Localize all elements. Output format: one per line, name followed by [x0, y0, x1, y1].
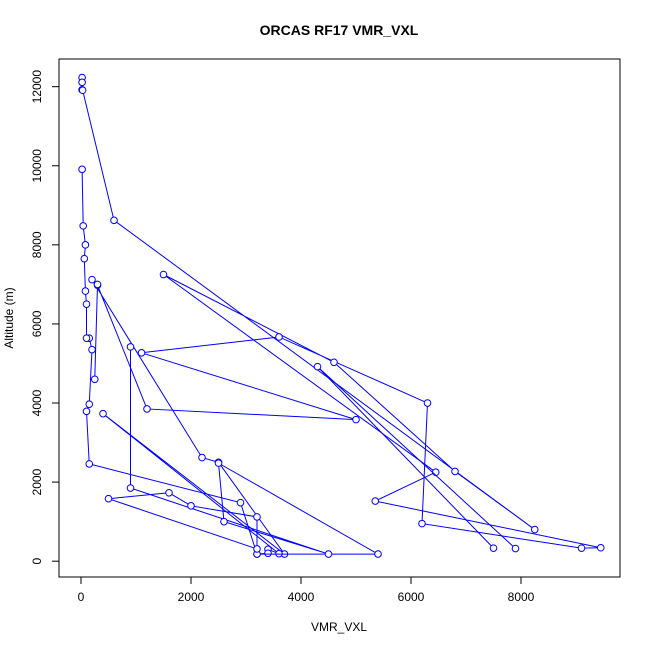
- y-tick-label: 6000: [30, 310, 44, 337]
- data-point: [418, 519, 426, 528]
- data-point: [253, 545, 261, 553]
- data-point: [81, 287, 90, 295]
- data-point: [214, 459, 223, 467]
- y-axis: 0 2000 4000 6000 8000 10000 12000: [30, 70, 60, 565]
- data-point: [82, 407, 91, 416]
- series-line: [317, 366, 516, 549]
- x-tick-label: 6000: [398, 590, 425, 604]
- data-point: [324, 550, 333, 558]
- series-line: [94, 284, 98, 380]
- data-point: [577, 544, 586, 552]
- data-point: [187, 502, 195, 510]
- y-tick-label: 8000: [30, 231, 44, 258]
- series-1: [78, 73, 605, 558]
- x-axis: 0 2000 4000 6000 8000: [78, 576, 535, 604]
- data-point: [79, 222, 87, 230]
- data-point: [596, 543, 605, 552]
- data-point: [90, 375, 99, 384]
- data-point: [220, 517, 228, 526]
- data-point: [165, 488, 173, 497]
- data-point: [110, 216, 118, 225]
- data-point: [88, 275, 96, 284]
- data-point: [78, 165, 86, 174]
- series-3: [313, 362, 520, 553]
- data-point: [330, 358, 338, 367]
- series-line: [108, 346, 380, 555]
- y-tick-label: 2000: [30, 468, 44, 495]
- x-tick-label: 2000: [178, 590, 205, 604]
- data-point: [313, 362, 322, 371]
- data-point: [78, 78, 86, 87]
- y-tick-label: 12000: [30, 70, 44, 104]
- data-point: [431, 468, 440, 477]
- series-2: [104, 343, 382, 558]
- data-point: [137, 348, 146, 357]
- series-layer: [78, 73, 605, 558]
- y-axis-label: Altitude (m): [2, 287, 16, 348]
- data-point: [99, 409, 107, 418]
- data-point: [275, 333, 283, 341]
- x-axis-label: VMR_VXL: [311, 620, 367, 634]
- x-tick-label: 4000: [288, 590, 315, 604]
- data-point: [126, 343, 135, 351]
- data-point: [511, 544, 520, 553]
- data-point: [81, 241, 90, 249]
- data-point: [143, 405, 151, 413]
- data-point: [236, 498, 245, 507]
- y-tick-label: 0: [30, 558, 44, 565]
- plot-frame: [58, 58, 621, 578]
- series-line: [81, 77, 601, 555]
- data-point: [530, 525, 539, 534]
- data-point: [104, 494, 113, 503]
- data-point: [198, 453, 206, 462]
- data-point: [159, 270, 168, 279]
- data-point: [80, 254, 89, 263]
- data-point: [82, 334, 91, 342]
- data-point: [423, 399, 432, 407]
- series-4: [90, 280, 102, 384]
- data-point: [489, 544, 498, 552]
- chart-title: ORCAS RF17 VMR_VXL: [260, 22, 419, 38]
- x-tick-label: 0: [78, 590, 85, 604]
- data-point: [253, 513, 261, 521]
- data-point: [85, 460, 94, 468]
- y-tick-label: 4000: [30, 389, 44, 416]
- data-point: [85, 400, 94, 409]
- data-point: [82, 300, 91, 308]
- data-point: [78, 86, 87, 95]
- data-point: [374, 550, 382, 558]
- data-point: [264, 549, 272, 558]
- data-point: [451, 467, 459, 476]
- data-point: [371, 497, 380, 505]
- data-point: [352, 415, 360, 424]
- y-tick-label: 10000: [30, 149, 44, 183]
- data-point: [126, 484, 135, 492]
- x-tick-label: 8000: [508, 590, 535, 604]
- data-point: [88, 345, 96, 354]
- data-point: [93, 280, 102, 289]
